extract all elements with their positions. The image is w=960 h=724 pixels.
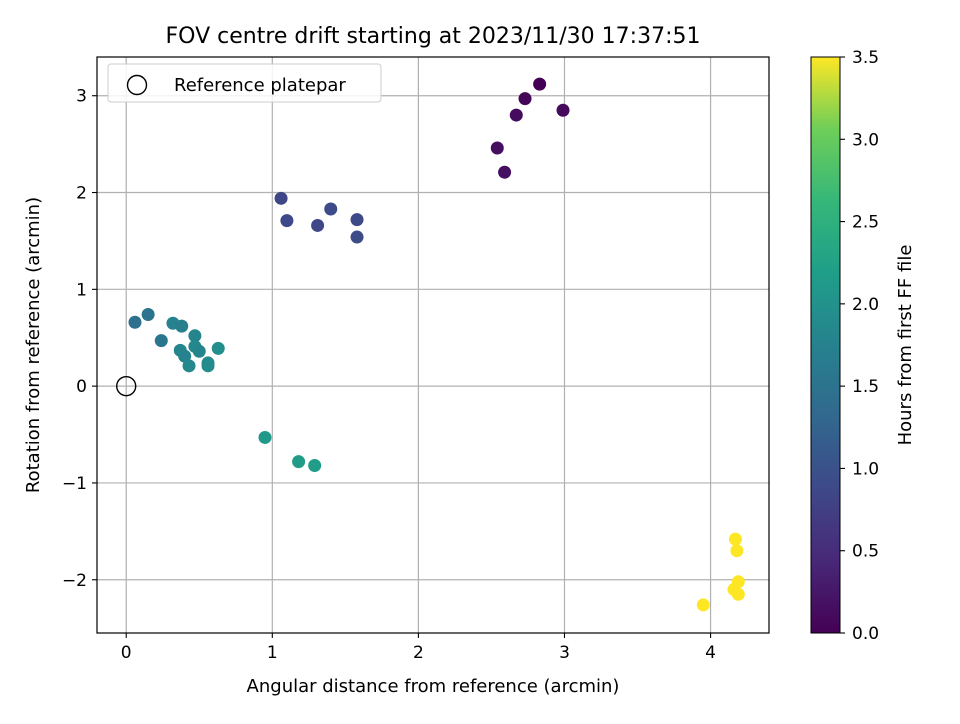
scatter-point [518, 92, 532, 106]
x-axis-ticks: 0 1 2 3 4 [121, 633, 716, 663]
scatter-point [182, 359, 196, 373]
scatter-point [178, 349, 192, 363]
x-tick-label: 3 [559, 643, 570, 663]
x-axis-label: Angular distance from reference (arcmin) [247, 676, 620, 697]
scatter-point [192, 344, 206, 358]
scatter-point [490, 141, 504, 155]
colorbar-tick-label: 2.0 [852, 295, 879, 315]
legend-label-reference: Reference platepar [174, 75, 346, 96]
scatter-point [324, 202, 338, 216]
scatter-point [211, 341, 225, 355]
scatter-point [731, 587, 745, 601]
legend: Reference platepar [107, 63, 382, 103]
colorbar-tick-label: 0.5 [852, 542, 879, 562]
y-tick-label: 2 [76, 184, 87, 204]
scatter-point [498, 165, 512, 179]
chart-title: FOV centre drift starting at 2023/11/30 … [166, 24, 701, 49]
scatter-point [728, 532, 742, 546]
colorbar-tick-label: 1.5 [852, 377, 879, 397]
x-tick-label: 4 [705, 643, 716, 663]
x-tick-label: 2 [413, 643, 424, 663]
scatter-point [188, 329, 202, 343]
colorbar-label: Hours from first FF file [895, 245, 916, 446]
legend-marker-reference [126, 74, 148, 96]
scatter-point [274, 191, 288, 205]
colorbar-ticks: 0.0 0.5 1.0 1.5 2.0 2.5 3.0 3.5 [840, 48, 879, 644]
y-axis-ticks: −2 −1 0 1 2 3 [62, 87, 97, 591]
scatter-point [128, 315, 142, 329]
y-tick-label: −1 [62, 474, 87, 494]
colorbar-tick-label: 2.5 [852, 213, 879, 233]
colorbar-tick-label: 3.0 [852, 130, 879, 150]
x-tick-label: 1 [267, 643, 278, 663]
scatter-point [509, 108, 523, 122]
scatter-point [280, 214, 294, 228]
scatter-point [308, 459, 322, 473]
scatter-point [730, 544, 744, 558]
plot-area-frame [96, 56, 770, 634]
scatter-point [175, 319, 189, 333]
y-tick-label: 3 [76, 87, 87, 107]
colorbar [810, 56, 841, 634]
scatter-point [556, 103, 570, 117]
x-tick-label: 0 [121, 643, 132, 663]
y-tick-label: −2 [62, 571, 87, 591]
scatter-point [311, 218, 325, 232]
y-tick-label: 1 [76, 280, 87, 300]
scatter-point [533, 77, 547, 91]
scatter-point [350, 230, 364, 244]
colorbar-tick-label: 1.0 [852, 459, 879, 479]
scatter-point [258, 430, 272, 444]
data-points [116, 77, 745, 612]
scatter-point [696, 598, 710, 612]
scatter-point [201, 359, 215, 373]
legend-box [107, 63, 382, 103]
scatter-point [154, 334, 168, 348]
scatter-point [350, 213, 364, 227]
y-tick-label: 0 [76, 377, 87, 397]
y-axis-label: Rotation from reference (arcmin) [23, 197, 44, 493]
reference-platepar-marker [116, 375, 137, 397]
colorbar-tick-label: 3.5 [852, 48, 879, 68]
scatter-point [141, 308, 155, 322]
colorbar-tick-label: 0.0 [852, 624, 879, 644]
scatter-point [292, 455, 306, 469]
